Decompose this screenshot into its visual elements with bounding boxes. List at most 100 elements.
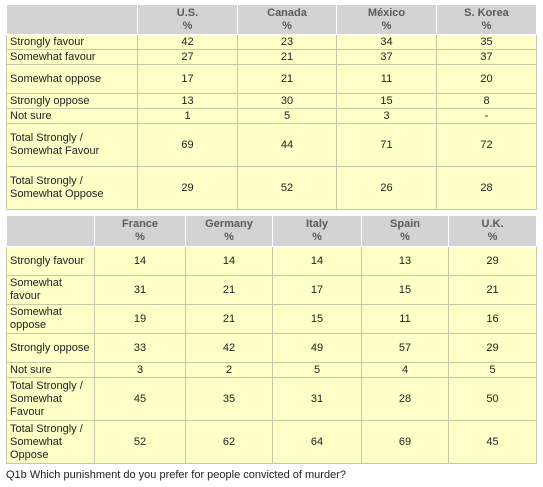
table-cell: 3 xyxy=(94,362,186,378)
header-corner-cell xyxy=(6,4,138,35)
table-cell: 19 xyxy=(94,304,186,334)
table-cell: 5 xyxy=(448,362,537,378)
table-cell: 20 xyxy=(436,64,537,94)
row-label: Not sure xyxy=(6,362,95,378)
table-cell: 11 xyxy=(336,64,437,94)
table-cell: 5 xyxy=(237,108,337,124)
table-row: Strongly oppose 33 42 49 57 29 xyxy=(6,333,537,363)
column-header: Italy% xyxy=(272,215,362,247)
table-cell: 21 xyxy=(185,275,273,305)
table-cell: 5 xyxy=(272,362,362,378)
table-cell: 50 xyxy=(448,377,537,421)
column-unit: % xyxy=(182,19,193,32)
table-header-row: U.S.% Canada% México% S. Korea% xyxy=(6,4,537,35)
table-cell: 35 xyxy=(185,377,273,421)
table-cell: 2 xyxy=(185,362,273,378)
table-cell: 3 xyxy=(336,108,437,124)
table-cell: 16 xyxy=(448,304,537,334)
column-name: Spain xyxy=(390,218,420,230)
column-name: S. Korea xyxy=(464,6,509,19)
poll-table-top: U.S.% Canada% México% S. Korea% Strongly… xyxy=(6,4,537,210)
table-cell: 37 xyxy=(436,49,537,65)
table-cell: 14 xyxy=(272,246,362,276)
table-cell: 52 xyxy=(94,420,186,464)
table-cell: 8 xyxy=(436,93,537,109)
table-cell: 69 xyxy=(137,123,238,167)
table-cell: 4 xyxy=(361,362,449,378)
table-header-row: France% Germany% Italy% Spain% U.K.% xyxy=(6,215,537,247)
column-unit: % xyxy=(224,231,234,243)
table-cell: 15 xyxy=(336,93,437,109)
table-cell: 27 xyxy=(137,49,238,65)
column-unit: % xyxy=(381,19,392,32)
table-row: Strongly favour 14 14 14 13 29 xyxy=(6,246,537,276)
table-cell: 49 xyxy=(272,333,362,363)
table-cell: 11 xyxy=(361,304,449,334)
table-row: Strongly oppose 13 30 15 8 xyxy=(6,93,537,109)
poll-table-bottom: France% Germany% Italy% Spain% U.K.% Str… xyxy=(6,215,537,464)
table-row: Total Strongly / Somewhat Oppose 29 52 2… xyxy=(6,166,537,210)
table-cell: 14 xyxy=(94,246,186,276)
table-cell: 28 xyxy=(436,166,537,210)
row-label: Somewhat favour xyxy=(6,49,138,65)
row-label: Total Strongly / Somewhat Oppose xyxy=(6,420,95,464)
table-cell: 1 xyxy=(137,108,238,124)
column-header: S. Korea% xyxy=(436,4,537,35)
table-cell: 13 xyxy=(361,246,449,276)
table-cell: 29 xyxy=(448,333,537,363)
table-row: Total Strongly / Somewhat Oppose 52 62 6… xyxy=(6,420,537,464)
column-unit: % xyxy=(487,231,498,243)
header-corner-cell xyxy=(6,215,95,247)
column-name: Canada xyxy=(267,6,307,19)
column-name: France xyxy=(121,218,159,230)
table-row: Total Strongly / Somewhat Favour 69 44 7… xyxy=(6,123,537,167)
table-cell: 44 xyxy=(237,123,337,167)
question-caption: Q1b Which punishment do you prefer for p… xyxy=(6,469,346,481)
row-label: Strongly favour xyxy=(6,34,138,50)
column-unit: % xyxy=(400,231,410,243)
table-cell: 71 xyxy=(336,123,437,167)
table-cell: 13 xyxy=(137,93,238,109)
table-cell: 69 xyxy=(361,420,449,464)
row-label: Strongly favour xyxy=(6,246,95,276)
row-label: Not sure xyxy=(6,108,138,124)
row-label: Somewhat oppose xyxy=(6,64,138,94)
table-cell: 42 xyxy=(137,34,238,50)
column-header: Spain% xyxy=(361,215,449,247)
column-header: México% xyxy=(336,4,437,35)
column-name: U.S. xyxy=(176,6,199,19)
column-name: México xyxy=(367,6,406,19)
table-cell: 33 xyxy=(94,333,186,363)
table-cell: - xyxy=(436,108,537,124)
column-unit: % xyxy=(481,19,492,32)
table-row: Somewhat oppose 17 21 11 20 xyxy=(6,64,537,94)
table-row: Not sure 3 2 5 4 5 xyxy=(6,362,537,378)
column-name: Italy xyxy=(305,218,328,230)
row-label: Somewhat oppose xyxy=(6,304,95,334)
table-cell: 34 xyxy=(336,34,437,50)
column-header: U.S.% xyxy=(137,4,238,35)
column-unit: % xyxy=(282,19,292,32)
table-cell: 17 xyxy=(272,275,362,305)
table-cell: 21 xyxy=(448,275,537,305)
table-row: Somewhat favour 31 21 17 15 21 xyxy=(6,275,537,305)
table-cell: 57 xyxy=(361,333,449,363)
row-label: Total Strongly / Somewhat Favour xyxy=(6,377,95,421)
column-unit: % xyxy=(312,231,322,243)
table-cell: 45 xyxy=(94,377,186,421)
row-label: Strongly oppose xyxy=(6,333,95,363)
table-cell: 23 xyxy=(237,34,337,50)
table-cell: 62 xyxy=(185,420,273,464)
row-label: Strongly oppose xyxy=(6,93,138,109)
row-label: Somewhat favour xyxy=(6,275,95,305)
table-row: Somewhat oppose 19 21 15 11 16 xyxy=(6,304,537,334)
table-cell: 64 xyxy=(272,420,362,464)
table-cell: 26 xyxy=(336,166,437,210)
table-cell: 21 xyxy=(237,49,337,65)
table-cell: 52 xyxy=(237,166,337,210)
table-cell: 42 xyxy=(185,333,273,363)
column-header: Canada% xyxy=(237,4,337,35)
table-cell: 35 xyxy=(436,34,537,50)
table-cell: 72 xyxy=(436,123,537,167)
table-cell: 15 xyxy=(361,275,449,305)
